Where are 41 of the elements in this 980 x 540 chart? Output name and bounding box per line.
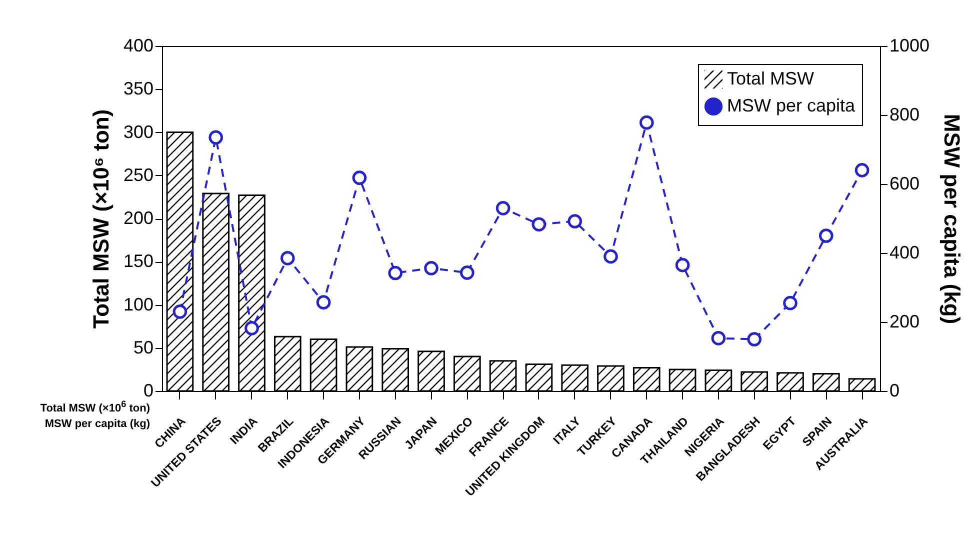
y-tick-label: 100 [123,294,154,314]
point [783,296,798,310]
y2-tick-label: 1000 [890,36,930,56]
y-tick-label: 350 [123,78,154,99]
point [460,266,474,280]
y2-tick-label: 400 [890,242,920,262]
point [675,258,690,272]
y-tick-label: 400 [123,36,154,56]
y2-tick-label: 800 [890,104,920,124]
y-tick-label: 150 [123,251,154,272]
point [854,163,870,178]
y2-tick-label: 0 [890,380,900,400]
y-tick-label: 50 [133,337,154,358]
y2-axis-title: MSW per capita (kg) [940,114,965,324]
point [352,170,367,185]
point [244,321,259,336]
point [388,266,403,280]
point [604,249,618,264]
point [280,251,295,266]
point [568,214,582,228]
legend-label: Total MSW [727,68,814,88]
point [208,130,224,145]
legend-label: MSW per capita [727,96,856,116]
point [711,331,726,346]
point [747,332,762,346]
point [639,115,654,130]
y-tick-label: 200 [123,208,154,228]
y-tick-label: 250 [123,164,154,185]
point [496,200,510,216]
y-axis-title: Total MSW (×10⁶ ton) [88,109,114,329]
point [818,228,834,243]
text: MSW per capita (kg) [44,416,150,432]
y2-tick-label: 200 [890,312,920,332]
point [172,304,188,319]
point [532,217,546,232]
y-tick-label: 0 [143,380,154,400]
y2-tick-label: 600 [890,174,920,194]
text: Total MSW (×10$^{6}$ ton) [40,399,150,415]
point [424,261,438,276]
y-tick-label: 300 [123,122,154,142]
point [316,295,331,310]
